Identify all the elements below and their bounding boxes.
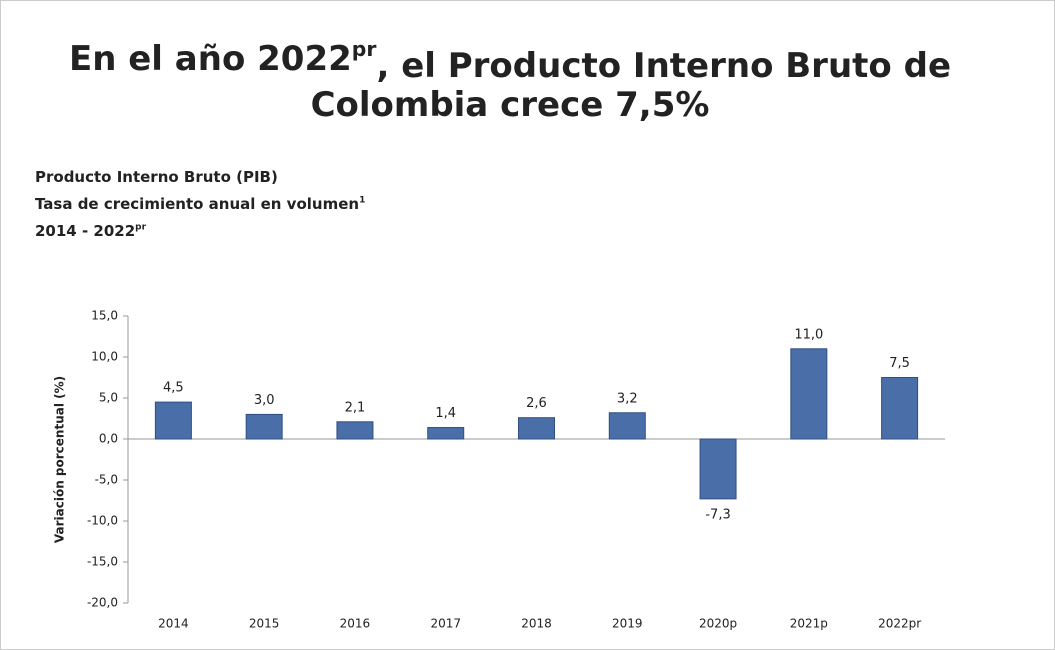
bar	[336, 421, 374, 440]
x-tick-label: 2021p	[790, 617, 828, 631]
x-tick-label: 2016	[340, 617, 371, 631]
bar	[790, 348, 828, 440]
y-tick-label: 10,0	[91, 350, 118, 364]
x-tick-label: 2019	[612, 617, 643, 631]
x-tick-label: 2018	[521, 617, 552, 631]
bar	[699, 438, 737, 500]
x-tick-label: 2020p	[699, 617, 737, 631]
x-tick-label: 2022pr	[878, 617, 921, 631]
value-label: 3,2	[617, 391, 638, 406]
superscript: 1	[359, 195, 365, 205]
x-tick-label: 2017	[430, 617, 461, 631]
bar	[427, 427, 465, 440]
value-label: 7,5	[889, 356, 910, 371]
subtitle: Tasa de crecimiento anual en volumen1	[35, 195, 365, 213]
value-label: 2,1	[345, 400, 366, 415]
y-tick-label: 15,0	[91, 309, 118, 323]
title: En el año 2022pr, el Producto Interno Br…	[69, 37, 951, 86]
bar	[608, 412, 646, 440]
y-tick-label: -15,0	[87, 555, 118, 569]
value-label: 2,6	[526, 396, 547, 411]
value-label: -7,3	[705, 507, 730, 522]
title: Colombia crece 7,5%	[311, 85, 710, 125]
subtitle: Producto Interno Bruto (PIB)	[35, 168, 278, 186]
y-tick-label: -20,0	[87, 596, 118, 610]
value-label: 11,0	[794, 327, 823, 342]
text-part: , el Producto Interno Bruto de	[376, 45, 951, 85]
text-part: 2014 - 2022	[35, 222, 135, 240]
text-part: Colombia crece 7,5%	[311, 85, 710, 125]
y-tick-label: -5,0	[95, 473, 118, 487]
text-part: Tasa de crecimiento anual en volumen	[35, 195, 359, 213]
y-tick-label: 0,0	[99, 432, 118, 446]
y-axis-label: Variación porcentual (%)	[53, 376, 67, 543]
y-tick-label: 5,0	[99, 391, 118, 405]
bar	[518, 417, 555, 440]
x-tick-label: 2014	[158, 617, 189, 631]
bar	[245, 413, 283, 440]
x-tick-label: 2015	[249, 617, 280, 631]
subtitle: 2014 - 2022pr	[35, 222, 147, 240]
y-tick-label: -10,0	[87, 514, 118, 528]
superscript: pr	[352, 37, 377, 61]
bar	[881, 377, 919, 440]
bar	[154, 401, 192, 440]
value-label: 4,5	[163, 381, 184, 396]
value-label: 3,0	[254, 393, 275, 408]
text-part: Producto Interno Bruto (PIB)	[35, 168, 278, 186]
value-label: 1,4	[435, 406, 456, 421]
superscript: pr	[135, 222, 146, 232]
text-part: En el año 2022	[69, 39, 352, 79]
